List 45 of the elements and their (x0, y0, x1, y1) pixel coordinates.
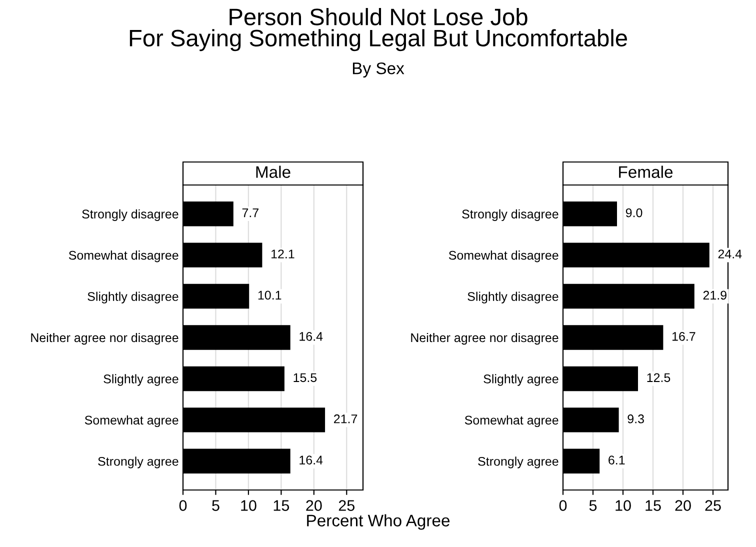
data-label: 9.3 (628, 414, 644, 424)
x-tick-label: 20 (675, 500, 691, 511)
x-tick-label: 15 (646, 500, 661, 511)
data-label: 21.7 (334, 414, 358, 424)
chart-title: Female (619, 166, 673, 178)
data-label: 9.0 (626, 208, 642, 218)
text: Person Should Not Lose Job For Saying Something Legal But Uncomfortable (130, 8, 627, 52)
text: Percent Who Agree (307, 514, 450, 530)
data-label: 12.1 (271, 250, 294, 258)
x-tick-label: 25 (705, 500, 721, 511)
data-label: 16.7 (672, 332, 696, 341)
data-label: 10.1 (258, 290, 282, 300)
y-tick-label: Strongly disagree (462, 209, 558, 221)
data-label: 7.7 (242, 208, 258, 218)
chart-title: Male (256, 166, 290, 178)
text: By Sex (352, 62, 404, 78)
x-tick-label: 20 (306, 500, 322, 511)
data-label: 16.4 (300, 456, 323, 465)
x-tick-label: 10 (616, 500, 631, 511)
data-label: 12.5 (647, 373, 670, 382)
data-label: 15.5 (294, 373, 317, 382)
x-tick-label: 5 (589, 500, 597, 511)
data-label: 21.9 (703, 290, 726, 300)
y-tick-label: Somewhat agree (84, 415, 178, 428)
y-tick-label: Somewhat agree (464, 415, 558, 428)
y-tick-label: Slightly disagree (88, 292, 178, 304)
y-tick-label: Strongly disagree (82, 209, 178, 221)
y-tick-label: Strongly agree (478, 456, 558, 468)
data-label: 24.4 (718, 250, 742, 258)
x-tick-label: 0 (179, 500, 187, 511)
y-tick-label: Slightly agree (104, 374, 178, 386)
data-label: 16.4 (300, 332, 323, 341)
y-tick-label: Strongly agree (98, 456, 178, 468)
x-tick-label: 0 (559, 500, 567, 511)
y-tick-label: Slightly agree (484, 374, 558, 386)
x-tick-label: 5 (212, 500, 220, 511)
y-tick-label: Somewhat disagree (448, 250, 558, 262)
y-tick-label: Somewhat disagree (68, 250, 178, 262)
data-label: 6.1 (608, 456, 625, 465)
y-tick-label: Neither agree nor disagree (411, 332, 558, 345)
x-tick-label: 15 (274, 500, 290, 511)
y-tick-label: Neither agree nor disagree (31, 332, 178, 345)
x-tick-label: 10 (241, 500, 256, 511)
x-tick-label: 25 (338, 500, 354, 511)
y-tick-label: Slightly disagree (468, 292, 558, 304)
